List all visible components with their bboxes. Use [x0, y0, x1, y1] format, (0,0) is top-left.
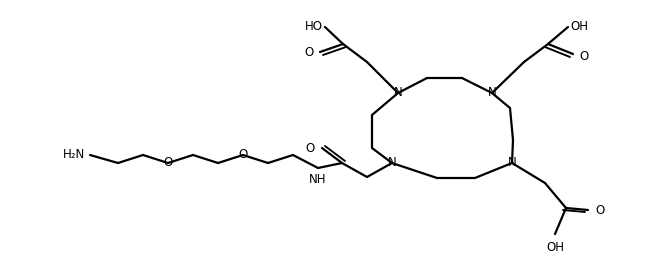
- Text: N: N: [508, 156, 517, 169]
- Text: N: N: [388, 156, 397, 169]
- Text: N: N: [394, 86, 403, 99]
- Text: O: O: [239, 148, 248, 161]
- Text: OH: OH: [570, 19, 588, 32]
- Text: O: O: [595, 203, 604, 217]
- Text: N: N: [488, 86, 496, 99]
- Text: O: O: [163, 156, 173, 169]
- Text: O: O: [306, 142, 315, 155]
- Text: OH: OH: [546, 241, 564, 254]
- Text: O: O: [579, 49, 588, 63]
- Text: NH: NH: [310, 173, 327, 186]
- Text: HO: HO: [305, 19, 323, 32]
- Text: O: O: [305, 47, 314, 60]
- Text: H₂N: H₂N: [63, 148, 85, 161]
